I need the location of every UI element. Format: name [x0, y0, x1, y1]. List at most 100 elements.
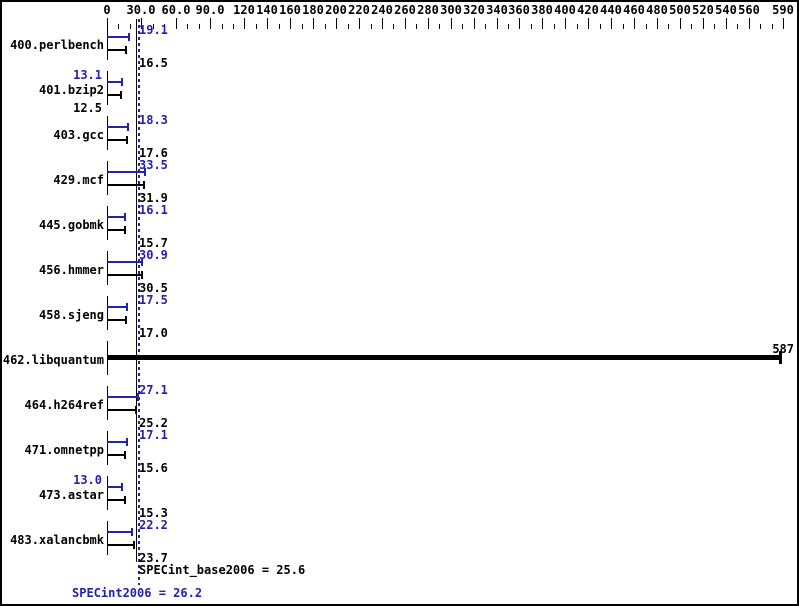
axis-tick [382, 18, 383, 29]
base-reference-line [136, 19, 137, 562]
axis-tick [714, 24, 715, 29]
base-bar [107, 49, 126, 51]
axis-tick [118, 24, 119, 29]
axis-tick [267, 18, 268, 29]
base-bar-end-cap [124, 451, 126, 459]
base-bar-end-cap [125, 316, 127, 324]
peak-value-label: 30.9 [139, 248, 168, 262]
axis-tick-label: 500 [669, 3, 691, 17]
peak-bar-end-cap [121, 78, 123, 86]
peak-bar-end-cap [128, 33, 130, 41]
base-bar-end-cap [124, 496, 126, 504]
axis-tick [348, 24, 349, 29]
axis-tick [405, 18, 406, 29]
peak-bar-end-cap [127, 123, 129, 131]
axis-tick [554, 24, 555, 29]
axis-tick-label: 0 [103, 3, 111, 17]
axis-tick [153, 24, 154, 29]
axis-tick-label: 320 [463, 3, 485, 17]
axis-tick [210, 18, 211, 29]
peak-value-label: 13.1 [73, 68, 102, 82]
peak-value-label: 19.1 [139, 23, 168, 37]
axis-tick [474, 18, 475, 29]
base-bar-end-cap [133, 541, 135, 549]
axis-tick [313, 18, 314, 29]
axis-tick-label: 560 [738, 3, 760, 17]
axis-tick-label: 440 [600, 3, 622, 17]
specint-base-score-label: SPECint_base2006 = 25.6 [139, 563, 306, 577]
axis-tick-label: 140 [256, 3, 278, 17]
peak-bar [107, 306, 127, 308]
axis-tick-label: 180 [302, 3, 324, 17]
axis-tick-label: 260 [394, 3, 416, 17]
row-axis-segment [107, 476, 108, 510]
benchmark-name: 462.libquantum [2, 353, 104, 367]
axis-tick-label: 360 [508, 3, 530, 17]
base-bar [107, 184, 144, 186]
row-axis-segment [107, 386, 108, 420]
axis-tick [359, 18, 360, 29]
base-bar [107, 454, 125, 456]
axis-tick [508, 24, 509, 29]
row-axis-segment [107, 26, 108, 60]
axis-tick-label: 420 [577, 3, 599, 17]
axis-tick [703, 18, 704, 29]
base-bar [107, 409, 136, 411]
peak-bar-end-cap [121, 483, 123, 491]
axis-tick [371, 24, 372, 29]
axis-tick [726, 18, 727, 29]
axis-tick [164, 24, 165, 29]
axis-tick-label: 280 [417, 3, 439, 17]
base-value-label: 17.0 [139, 326, 168, 340]
peak-bar-end-cap [126, 438, 128, 446]
axis-tick [416, 24, 417, 29]
axis-tick [783, 18, 784, 29]
row-axis-segment [107, 71, 108, 105]
base-peak-bar [107, 355, 780, 360]
peak-value-label: 17.1 [139, 428, 168, 442]
peak-reference-line [138, 19, 140, 585]
peak-bar [107, 216, 125, 218]
row-axis-segment [107, 206, 108, 240]
axis-tick [176, 18, 177, 29]
peak-bar [107, 396, 138, 398]
axis-tick [588, 18, 589, 29]
axis-tick [749, 18, 750, 29]
axis-tick-label: 220 [348, 3, 370, 17]
axis-tick [439, 24, 440, 29]
benchmark-name: 445.gobmk [38, 218, 104, 232]
peak-value-label: 13.0 [73, 473, 102, 487]
axis-tick-label: 480 [646, 3, 668, 17]
specint-peak-score-label: SPECint2006 = 26.2 [72, 586, 203, 600]
axis-tick [646, 24, 647, 29]
base-bar-end-cap [120, 91, 122, 99]
axis-tick [325, 24, 326, 29]
peak-bar-end-cap [126, 303, 128, 311]
axis-tick-label: 400 [554, 3, 576, 17]
axis-tick [187, 24, 188, 29]
axis-tick [737, 24, 738, 29]
axis-tick [462, 24, 463, 29]
peak-value-label: 16.1 [139, 203, 168, 217]
axis-tick [451, 18, 452, 29]
base-value-label: 16.5 [139, 56, 168, 70]
row-axis-segment [107, 296, 108, 330]
benchmark-name: 473.astar [38, 488, 104, 502]
benchmark-name: 401.bzip2 [38, 83, 104, 97]
peak-bar-end-cap [137, 393, 139, 401]
axis-tick-label: 340 [486, 3, 508, 17]
peak-bar [107, 261, 142, 263]
axis-tick [668, 24, 669, 29]
row-axis-segment [107, 251, 108, 285]
base-bar [107, 274, 142, 276]
axis-tick [691, 24, 692, 29]
axis-tick-label: 540 [715, 3, 737, 17]
peak-bar-end-cap [131, 528, 133, 536]
axis-tick [600, 24, 601, 29]
benchmark-name: 458.sjeng [38, 308, 104, 322]
axis-tick [497, 18, 498, 29]
axis-tick [611, 18, 612, 29]
benchmark-name: 403.gcc [53, 128, 104, 142]
axis-tick [634, 18, 635, 29]
base-bar [107, 319, 126, 321]
